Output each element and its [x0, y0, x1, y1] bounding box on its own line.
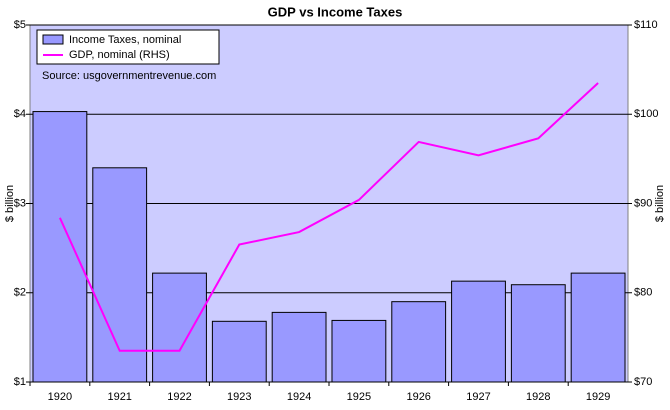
y-tick-label: $4	[14, 108, 26, 120]
y-tick-label: $1	[14, 376, 26, 388]
legend-label: Income Taxes, nominal	[69, 34, 181, 46]
x-tick-label: 1925	[347, 391, 371, 403]
bar	[451, 280, 506, 383]
x-tick-label: 1928	[526, 391, 550, 403]
chart-title: GDP vs Income Taxes	[268, 4, 403, 19]
y2-tick-label: $110	[634, 19, 658, 31]
y2-tick-label: $100	[634, 108, 658, 120]
y-tick-label: $3	[14, 197, 26, 209]
x-tick-label: 1929	[586, 391, 610, 403]
x-tick-label: 1926	[406, 391, 430, 403]
x-tick-label: 1920	[48, 391, 72, 403]
line	[58, 82, 599, 352]
bar	[32, 111, 88, 383]
legend-swatch	[42, 34, 64, 45]
y-axis-label: $ billion	[4, 185, 16, 222]
y2-tick-label: $90	[634, 197, 652, 209]
bar	[331, 319, 387, 383]
y-tick-label: $2	[14, 287, 26, 299]
bar	[391, 301, 447, 383]
bar	[510, 284, 566, 383]
x-tick-label: 1924	[287, 391, 311, 403]
bar	[271, 311, 327, 383]
x-tick-label: 1923	[227, 391, 251, 403]
bar	[211, 320, 267, 383]
y2-axis-label: $ billion	[654, 185, 666, 222]
bar	[570, 272, 626, 383]
legend-box	[36, 29, 220, 65]
y-tick-label: $5	[14, 19, 26, 31]
legend-label: GDP, nominal (RHS)	[69, 49, 170, 61]
y2-tick-label: $70	[634, 376, 652, 388]
x-tick-label: 1927	[466, 391, 490, 403]
y2-tick-label: $80	[634, 287, 652, 299]
x-tick-label: 1922	[167, 391, 191, 403]
annotation: Source: usgovernmentrevenue.com	[42, 70, 216, 82]
bar	[152, 272, 207, 383]
bar	[92, 167, 148, 383]
x-tick-label: 1921	[107, 391, 131, 403]
